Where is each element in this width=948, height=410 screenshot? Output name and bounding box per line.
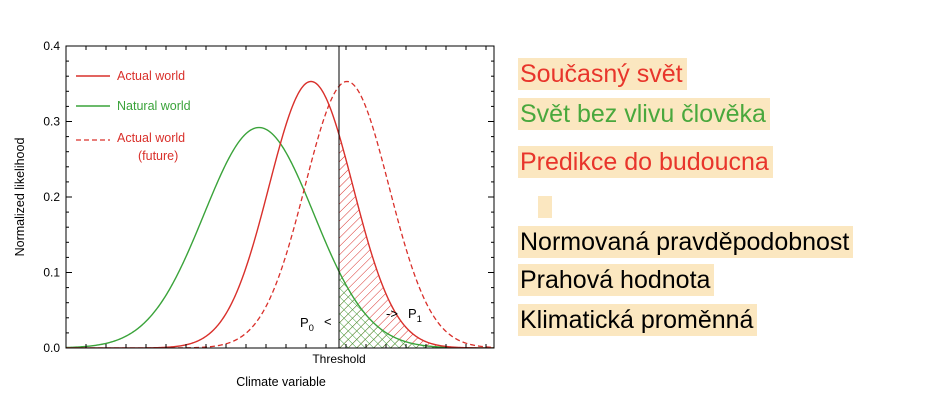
natural-exceedance-crosshatch: [339, 271, 494, 348]
translation-future-prediction: Predikce do budoucna: [518, 146, 773, 178]
translation-threshold: Prahová hodnota: [518, 264, 715, 296]
legend: Actual world Natural world Actual world …: [76, 69, 191, 163]
highlight-spacer: [538, 196, 552, 218]
plot-frame: [65, 45, 495, 349]
p0-arrow: <: [324, 314, 332, 329]
y-axis-label: Normalized likelihood: [13, 138, 27, 257]
y-tick-label: 0.2: [43, 190, 60, 204]
future-exceedance-area: [339, 134, 494, 348]
p0-subscript: 0: [309, 323, 314, 334]
p1-annotation: -> P1: [386, 306, 422, 325]
svg-text:P0: P0: [300, 315, 314, 334]
translation-current-world: Současný svět: [518, 58, 687, 90]
svg-text:P1: P1: [408, 306, 422, 325]
threshold-label: Threshold: [312, 352, 365, 366]
y-axis-ticks: 0.0 0.1 0.2 0.3 0.4: [43, 39, 494, 355]
p0-base: P: [300, 315, 309, 330]
p0-annotation: P0 <: [300, 314, 332, 334]
y-tick-label: 0.1: [43, 266, 60, 280]
actual-world-curve: [66, 80, 494, 348]
natural-world-curve: [66, 126, 494, 348]
legend-future-label-line2: (future): [138, 149, 178, 163]
x-axis-label: Climate variable: [236, 375, 326, 389]
legend-natural-label: Natural world: [117, 99, 191, 113]
y-tick-label: 0.3: [43, 115, 60, 129]
x-axis-ticks: [85, 46, 487, 348]
likelihood-chart: 0.0 0.1 0.2 0.3 0.4 Normalized likelihood Cl…: [13, 39, 495, 389]
legend-actual-label: Actual world: [117, 69, 185, 83]
p1-base: P: [408, 306, 417, 321]
legend-future-label: Actual world: [117, 131, 185, 145]
p1-arrow: ->: [386, 306, 398, 321]
translation-natural-world: Svět bez vlivu člověka: [518, 98, 770, 130]
translation-climate-variable: Klimatická proměnná: [518, 304, 758, 336]
p1-subscript: 1: [417, 314, 422, 325]
y-tick-label: 0.4: [43, 39, 60, 53]
y-tick-label: 0.0: [43, 341, 60, 355]
translation-normalized-likelihood: Normovaná pravděpodobnost: [518, 226, 854, 258]
actual-world-future-curve: [66, 80, 494, 348]
